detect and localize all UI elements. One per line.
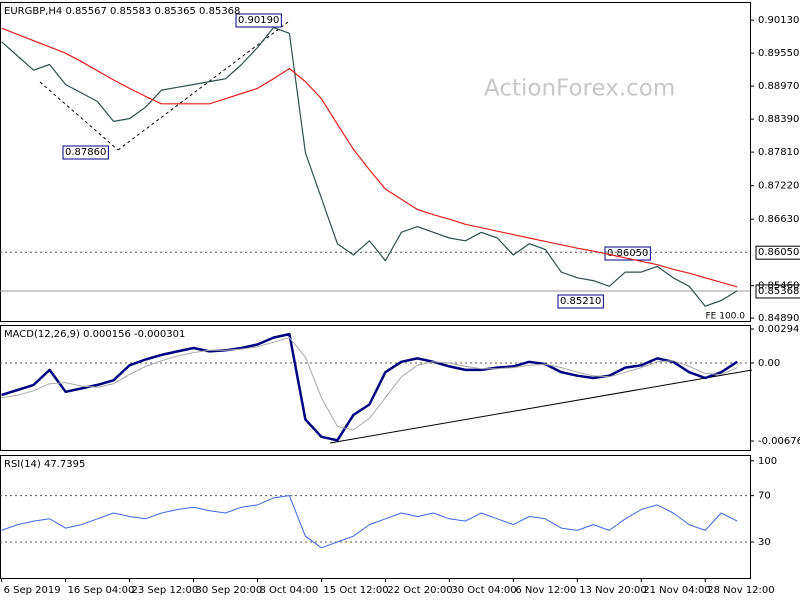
watermark: ActionForex.com [484,76,675,102]
x-tick-label: 21 Nov 04:00 [643,585,710,596]
trend-line [329,369,753,444]
y-tick-label: 0.00 [758,358,780,369]
y-tick-label: 0.86630 [758,214,799,225]
annotation: 0.86050 [607,248,648,259]
y-tick-label: -0.006761 [758,436,800,447]
y-tick-label: 0.85460 [758,281,799,292]
label-box [755,284,800,299]
panel-title: EURGBP,H4 0.85567 0.85583 0.85365 0.8536… [4,6,240,17]
annotation: 0.90190 [238,15,279,26]
panel-title: RSI(14) 47.7395 [4,459,85,470]
y-tick-label: 0.89550 [758,48,799,59]
y-tick-label: 30 [758,537,771,548]
series-line [1,332,738,442]
y-tick-label: 0.84890 [758,313,799,324]
series-line [1,495,738,549]
label-box [235,13,282,28]
panel-title: MACD(12,26,9) 0.000156 -0.000301 [4,329,185,340]
x-tick-label: 28 Nov 12:00 [707,585,774,596]
x-tick-label: 30 Sep 20:00 [195,585,262,596]
y-tick-label: 0.87810 [758,147,799,158]
y-tick-label: 0.90130 [758,15,799,26]
y-tick-label: 0.88390 [758,114,799,125]
panel-frame [0,455,751,579]
y-tick-label: 0.87220 [758,181,799,192]
y-tick-label: 70 [758,491,771,502]
x-tick-label: 15 Oct 12:00 [323,585,388,596]
x-tick-label: 13 Nov 20:00 [579,585,646,596]
series-line [1,27,738,307]
x-tick-label: 22 Oct 20:00 [387,585,452,596]
y-tick-label: 0.002942 [758,324,800,335]
label-box [62,145,109,160]
series-line [1,337,738,431]
y-tick-label: 0.88970 [758,81,799,92]
label-box [557,294,604,309]
y-tick-label: 100 [758,456,777,467]
panel-frame [0,325,751,451]
annotation: 0.87860 [65,147,106,158]
series-line [1,27,738,288]
x-tick-label: 6 Sep 2019 [4,585,61,596]
level-label: 0.86050 [758,247,799,258]
x-tick-label: 6 Nov 12:00 [515,585,576,596]
annotation: 0.85210 [560,296,601,307]
fibo-line [39,81,119,151]
label-box [755,245,800,260]
x-tick-label: 16 Sep 04:00 [68,585,135,596]
panel-frame [0,2,751,322]
footnote: FE 100.0 [706,312,746,322]
x-tick-label: 23 Sep 12:00 [132,585,199,596]
x-tick-label: 30 Oct 04:00 [451,585,516,596]
x-tick-label: 8 Oct 04:00 [259,585,318,596]
last-price-label: 0.85368 [758,286,799,297]
